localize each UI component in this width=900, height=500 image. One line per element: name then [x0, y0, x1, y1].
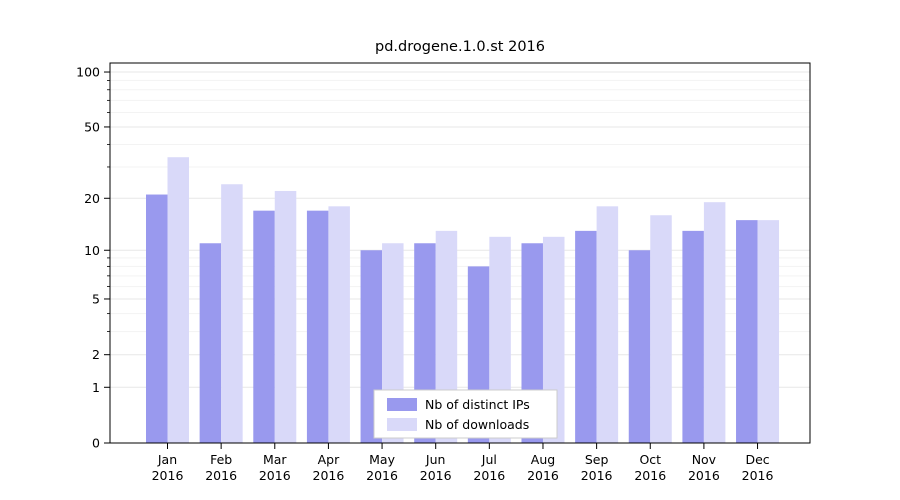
legend-label-ips: Nb of distinct IPs [425, 397, 530, 412]
x-tick-label-year: 2016 [473, 468, 505, 483]
bar-downloads-nov [703, 202, 726, 443]
x-tick-label-year: 2016 [688, 468, 720, 483]
bar-ips-nov [682, 230, 704, 443]
bar-ips-oct [628, 250, 651, 443]
y-tick-label: 20 [84, 191, 100, 206]
x-tick-label-year: 2016 [259, 468, 291, 483]
bar-downloads-feb [221, 184, 243, 443]
x-tick-label-year: 2016 [366, 468, 398, 483]
y-tick-label: 1 [92, 380, 100, 395]
x-tick-label-month: Apr [318, 452, 340, 467]
x-tick-label-month: Feb [210, 452, 232, 467]
x-tick-label-year: 2016 [152, 468, 184, 483]
bar-downloads-mar [274, 190, 297, 443]
legend-swatch-downloads [387, 418, 417, 431]
bar-downloads-dec [757, 220, 780, 443]
chart-title: pd.drogene.1.0.st 2016 [375, 39, 545, 55]
bar-ips-sep [575, 230, 597, 443]
bar-downloads-sep [596, 206, 619, 443]
bar-ips-jan [146, 194, 168, 443]
plot-frame [109, 62, 811, 444]
x-tick-label-month: Dec [745, 452, 769, 467]
legend-label-downloads: Nb of downloads [425, 417, 529, 432]
y-tick-label: 5 [92, 291, 100, 306]
x-tick-label-year: 2016 [527, 468, 559, 483]
x-tick-label-year: 2016 [742, 468, 774, 483]
x-tick-label-month: Sep [585, 452, 609, 467]
y-tick-label: 50 [84, 119, 100, 134]
x-tick-label-month: Jun [425, 452, 446, 467]
x-tick-label-year: 2016 [634, 468, 666, 483]
y-tick-label: 10 [84, 243, 100, 258]
x-tick-label-month: Nov [692, 452, 717, 467]
x-tick-label-month: May [369, 452, 395, 467]
x-tick-label-month: Jan [157, 452, 177, 467]
x-tick-label-year: 2016 [205, 468, 237, 483]
bar-ips-feb [199, 243, 222, 443]
legend-swatch-ips [387, 398, 417, 411]
bar-ips-dec [736, 220, 758, 443]
bar-downloads-jan [167, 157, 189, 443]
y-tick-label: 0 [92, 436, 100, 451]
x-tick-label-year: 2016 [581, 468, 613, 483]
y-tick-label: 2 [92, 347, 100, 362]
x-tick-label-year: 2016 [420, 468, 452, 483]
x-tick-label-month: Mar [263, 452, 287, 467]
bar-ips-mar [253, 210, 275, 443]
x-tick-label-year: 2016 [313, 468, 345, 483]
x-tick-label-month: Jul [481, 452, 497, 467]
x-tick-label-month: Aug [531, 452, 555, 467]
bar-downloads-oct [650, 215, 672, 443]
x-tick-label-month: Oct [639, 452, 661, 467]
y-tick-label: 100 [76, 65, 100, 80]
bar-downloads-apr [328, 206, 350, 443]
bar-ips-apr [306, 210, 329, 443]
